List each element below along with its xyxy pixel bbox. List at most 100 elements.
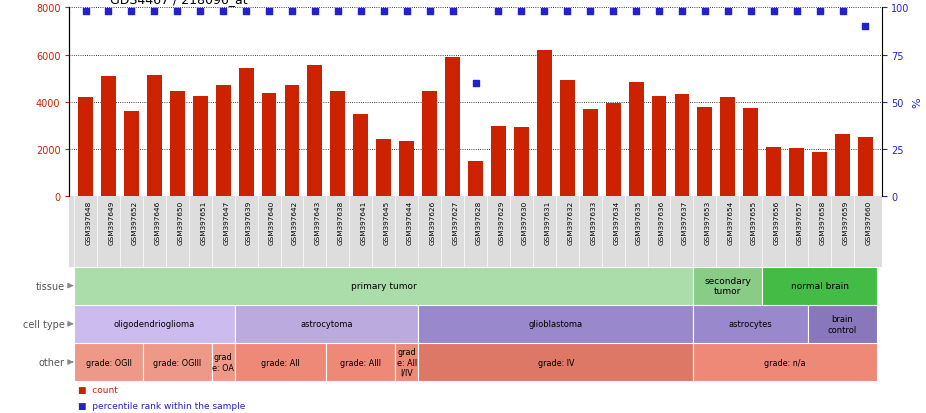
Bar bbox=[216, 86, 231, 197]
Point bbox=[652, 9, 667, 16]
Bar bbox=[694, 343, 877, 381]
Point bbox=[307, 9, 322, 16]
Text: grade: n/a: grade: n/a bbox=[765, 358, 806, 367]
Bar bbox=[629, 83, 644, 197]
Text: GSM397644: GSM397644 bbox=[407, 200, 413, 244]
Text: GSM397646: GSM397646 bbox=[155, 200, 160, 244]
Text: GSM397641: GSM397641 bbox=[361, 200, 367, 244]
Text: GSM397628: GSM397628 bbox=[475, 200, 482, 244]
Point bbox=[354, 9, 369, 16]
Bar bbox=[789, 149, 804, 197]
Bar bbox=[762, 267, 877, 305]
Bar bbox=[606, 104, 620, 197]
Text: GSM397647: GSM397647 bbox=[223, 200, 229, 244]
Point bbox=[697, 9, 712, 16]
Text: secondary
tumor: secondary tumor bbox=[705, 276, 751, 296]
Text: GSM397640: GSM397640 bbox=[269, 200, 275, 244]
Text: GSM397636: GSM397636 bbox=[659, 200, 665, 244]
Point bbox=[376, 9, 391, 16]
Bar bbox=[78, 98, 93, 197]
Text: GSM397654: GSM397654 bbox=[728, 200, 733, 244]
Text: GSM397653: GSM397653 bbox=[705, 200, 711, 244]
Bar bbox=[234, 343, 326, 381]
Point bbox=[789, 9, 804, 16]
Point bbox=[812, 9, 827, 16]
Point bbox=[284, 9, 299, 16]
Bar bbox=[694, 305, 808, 343]
Text: GSM397630: GSM397630 bbox=[521, 200, 528, 244]
Bar bbox=[767, 147, 782, 197]
Text: GSM397649: GSM397649 bbox=[108, 200, 115, 244]
Bar bbox=[808, 305, 877, 343]
Text: GSM397634: GSM397634 bbox=[613, 200, 619, 244]
Bar bbox=[858, 138, 873, 197]
Y-axis label: %: % bbox=[912, 97, 922, 108]
Text: GSM397651: GSM397651 bbox=[200, 200, 206, 244]
Point bbox=[582, 9, 597, 16]
Bar bbox=[395, 343, 419, 381]
Bar bbox=[652, 97, 667, 197]
Text: GSM397648: GSM397648 bbox=[85, 200, 92, 244]
Bar bbox=[307, 66, 322, 197]
Bar bbox=[399, 142, 414, 197]
Text: grade: OGIII: grade: OGIII bbox=[153, 358, 201, 367]
Text: GSM397626: GSM397626 bbox=[430, 200, 435, 244]
Bar bbox=[491, 126, 506, 197]
Text: glioblastoma: glioblastoma bbox=[529, 320, 582, 328]
Text: cell type: cell type bbox=[23, 319, 65, 329]
Bar bbox=[422, 92, 437, 197]
Point bbox=[399, 9, 414, 16]
Bar bbox=[744, 109, 758, 197]
Bar bbox=[143, 343, 212, 381]
Bar bbox=[514, 128, 529, 197]
Text: GSM397638: GSM397638 bbox=[338, 200, 344, 244]
Bar bbox=[239, 69, 254, 197]
Text: tissue: tissue bbox=[36, 281, 65, 291]
Bar bbox=[261, 93, 277, 197]
Text: normal brain: normal brain bbox=[791, 281, 848, 290]
Text: oligodendrioglioma: oligodendrioglioma bbox=[114, 320, 195, 328]
Bar bbox=[419, 305, 694, 343]
Point bbox=[78, 9, 93, 16]
Text: GSM397633: GSM397633 bbox=[590, 200, 596, 244]
Point bbox=[445, 9, 460, 16]
Point bbox=[331, 9, 345, 16]
Point bbox=[422, 9, 437, 16]
Text: ■  count: ■ count bbox=[78, 385, 118, 394]
Bar bbox=[74, 305, 234, 343]
Point bbox=[124, 9, 139, 16]
Bar bbox=[812, 152, 827, 197]
Bar bbox=[234, 305, 419, 343]
Text: grade: AIII: grade: AIII bbox=[340, 358, 382, 367]
Point bbox=[239, 9, 254, 16]
Text: GDS4467 / 218096_at: GDS4467 / 218096_at bbox=[110, 0, 247, 6]
Bar bbox=[835, 135, 850, 197]
Text: grade: OGII: grade: OGII bbox=[85, 358, 131, 367]
Bar bbox=[582, 110, 597, 197]
Bar bbox=[169, 92, 184, 197]
Bar bbox=[674, 95, 690, 197]
Point bbox=[744, 9, 758, 16]
Bar bbox=[468, 161, 483, 197]
Point bbox=[720, 9, 735, 16]
Text: astrocytes: astrocytes bbox=[729, 320, 772, 328]
Bar bbox=[445, 58, 460, 197]
Point bbox=[767, 9, 782, 16]
Bar bbox=[147, 76, 162, 197]
Point bbox=[858, 24, 873, 31]
Text: GSM397631: GSM397631 bbox=[544, 200, 550, 244]
Text: grade: IV: grade: IV bbox=[538, 358, 574, 367]
Text: GSM397645: GSM397645 bbox=[383, 200, 390, 244]
Point bbox=[101, 9, 116, 16]
Bar bbox=[560, 81, 575, 197]
Text: GSM397655: GSM397655 bbox=[751, 200, 757, 244]
Text: grad
e: OA: grad e: OA bbox=[212, 352, 234, 372]
Bar bbox=[697, 107, 712, 197]
Point bbox=[537, 9, 552, 16]
Text: ■  percentile rank within the sample: ■ percentile rank within the sample bbox=[78, 401, 245, 410]
Text: GSM397635: GSM397635 bbox=[636, 200, 642, 244]
Point bbox=[629, 9, 644, 16]
Bar bbox=[74, 267, 694, 305]
Text: GSM397637: GSM397637 bbox=[682, 200, 688, 244]
Text: brain
control: brain control bbox=[828, 314, 857, 334]
